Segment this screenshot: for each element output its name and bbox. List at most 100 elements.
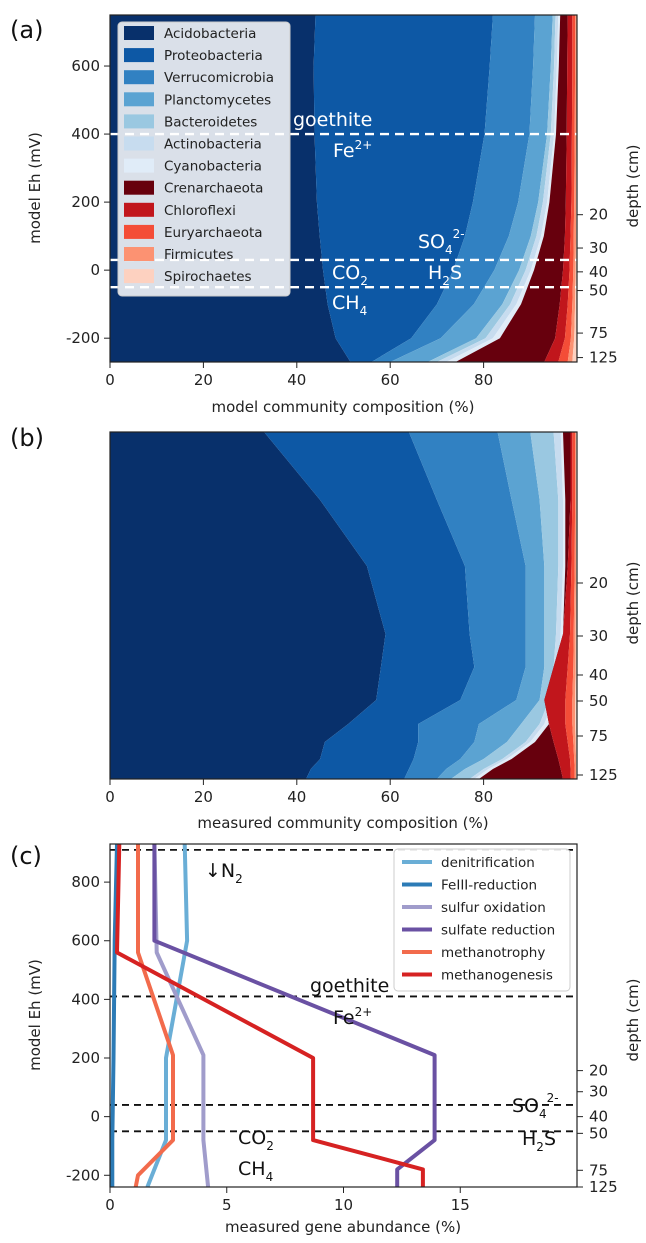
- panel-a-depth-label: depth (cm): [624, 145, 642, 228]
- x-tick-label-a: 20: [194, 371, 213, 389]
- y-tick-label-a: 400: [71, 125, 100, 143]
- panel-a-frame: [109, 14, 578, 363]
- line-methanogenesis: [115, 843, 425, 1187]
- depth-tick-label-c: 125: [589, 1178, 618, 1196]
- depth-tick-label-c: 50: [589, 1124, 608, 1142]
- legend-c-label: denitrification: [441, 855, 535, 871]
- depth-tick-label-b: 40: [589, 666, 608, 684]
- panel-c-depth-label: depth (cm): [624, 979, 642, 1062]
- panel-a-legend: Acidobacteria Proteobacteria Verrucomicrob…: [117, 21, 291, 297]
- depth-tick-label-b: 75: [589, 727, 608, 745]
- area-a-planctomycetes: [390, 15, 553, 362]
- panel-b-axes: 0 20 40 60 80 20 30 40 50 75 125: [105, 574, 617, 806]
- area-b-proteobacteria: [264, 432, 475, 779]
- x-tick-label-b: 0: [105, 788, 115, 806]
- line-methanotrophy: [133, 844, 175, 1188]
- y-tick-label-c: 800: [71, 873, 100, 891]
- legend-a-label: Firmicutes: [164, 247, 233, 263]
- area-a-firmicutes: [567, 15, 577, 362]
- x-tick-label-b: 60: [381, 788, 400, 806]
- h2s-label-c: H2S: [522, 1128, 556, 1154]
- ch4-label-c: CH4: [238, 1158, 273, 1184]
- legend-a-swatch: [124, 26, 154, 40]
- panel-c-ylabel: model Eh (mV): [26, 959, 44, 1071]
- x-tick-label-b: 40: [287, 788, 306, 806]
- legend-c-label: methanogenesis: [441, 968, 553, 984]
- legend-c-box: [393, 848, 571, 992]
- depth-tick-label-a: 125: [589, 349, 618, 367]
- x-tick-label-a: 80: [474, 371, 493, 389]
- y-tick-label-c: 200: [71, 1049, 100, 1067]
- x-tick-label-a: 60: [381, 371, 400, 389]
- panel-b-areas: [110, 432, 577, 779]
- y-tick-label-a: 200: [71, 193, 100, 211]
- panel-c: (c) ↓N2 goethite Fe2+ SO42- H2S CO2 CH4 …: [10, 842, 642, 1236]
- legend-c-label: sulfate reduction: [441, 923, 555, 939]
- area-b-bacteroidetes: [450, 432, 559, 779]
- y-tick-label-c: -200: [66, 1166, 100, 1184]
- h2s-label: H2S: [428, 262, 462, 288]
- x-tick-label-c: 5: [222, 1196, 232, 1214]
- panel-c-legend: denitrification FeIII-reduction sulfur oxi…: [393, 848, 571, 992]
- area-b-planctomycetes: [436, 432, 545, 779]
- panel-a: (a) Acidobacteria Proteobacteria Verrucomi…: [10, 14, 642, 416]
- y-tick-label-c: 600: [71, 932, 100, 950]
- legend-a-swatch: [124, 92, 154, 107]
- goethite-label: goethite: [293, 109, 372, 131]
- fe2-label-c: Fe2+: [333, 1005, 372, 1029]
- area-a-crenarchaeota: [455, 15, 568, 362]
- legend-a-label: Actinobacteria: [164, 137, 262, 153]
- legend-a-swatch: [124, 247, 154, 261]
- panel-c-annotations: ↓N2 goethite Fe2+ SO42- H2S CO2 CH4: [205, 860, 559, 1184]
- depth-tick-label-a: 40: [589, 263, 608, 281]
- panel-c-letter: (c): [10, 842, 42, 870]
- legend-a-label: Planctomycetes: [164, 92, 271, 108]
- n2-label: ↓N2: [205, 860, 243, 886]
- depth-tick-label-c: 75: [589, 1161, 608, 1179]
- x-tick-label-c: 15: [451, 1196, 470, 1214]
- x-tick-label-b: 20: [194, 788, 213, 806]
- legend-a-swatch: [124, 48, 154, 63]
- co2-label-c: CO2: [238, 1127, 274, 1153]
- depth-tick-label-a: 30: [589, 239, 608, 257]
- line-feiii-reduction: [110, 843, 119, 1187]
- area-a-spirochaetes: [572, 15, 577, 362]
- y-tick-label-a: -200: [66, 329, 100, 347]
- panel-a-ylabel: model Eh (mV): [26, 132, 44, 244]
- legend-a-label: Verrucomicrobia: [164, 70, 274, 86]
- panel-c-xlabel: measured gene abundance (%): [225, 1218, 461, 1236]
- legend-c-label: methanotrophy: [441, 945, 545, 961]
- depth-tick-label-b: 50: [589, 692, 608, 710]
- panel-c-lines: [110, 843, 437, 1188]
- y-tick-label-c: 0: [90, 1108, 100, 1126]
- panel-a-annotations: goethite Fe2+ SO42- H2S CO2 CH4: [293, 109, 465, 318]
- legend-a-swatch: [124, 224, 154, 239]
- area-b-chloroflexi: [544, 432, 573, 779]
- area-a-actinobacteria: [436, 15, 559, 362]
- so4-label-c: SO42-: [512, 1091, 559, 1121]
- ch4-label: CH4: [332, 292, 367, 318]
- so4-label: SO42-: [418, 227, 465, 257]
- area-a-euryarchaeota: [558, 15, 576, 362]
- depth-tick-label-c: 30: [589, 1083, 608, 1101]
- y-tick-label-c: 400: [71, 990, 100, 1008]
- area-b-verrucomicrobia: [404, 432, 526, 779]
- depth-tick-label-b: 20: [589, 574, 608, 592]
- x-tick-label-b: 80: [474, 788, 493, 806]
- depth-tick-label-a: 50: [589, 282, 608, 300]
- legend-a-label: Bacteroidetes: [164, 114, 257, 130]
- legend-c-label: FeIII-reduction: [441, 878, 537, 894]
- panel-a-xlabel: model community composition (%): [211, 398, 474, 416]
- line-sulfur-oxidation: [152, 843, 211, 1188]
- area-b-acidobacteria: [110, 432, 386, 779]
- panel-b-depth-label: depth (cm): [624, 562, 642, 645]
- legend-a-swatch: [124, 70, 154, 85]
- area-a-verrucomicrobia: [371, 15, 535, 362]
- legend-a-swatch: [124, 269, 154, 284]
- area-b-firmicutes: [572, 432, 577, 779]
- area-a-chloroflexi: [544, 15, 573, 362]
- depth-tick-label-a: 75: [589, 324, 608, 342]
- x-tick-label-a: 40: [287, 371, 306, 389]
